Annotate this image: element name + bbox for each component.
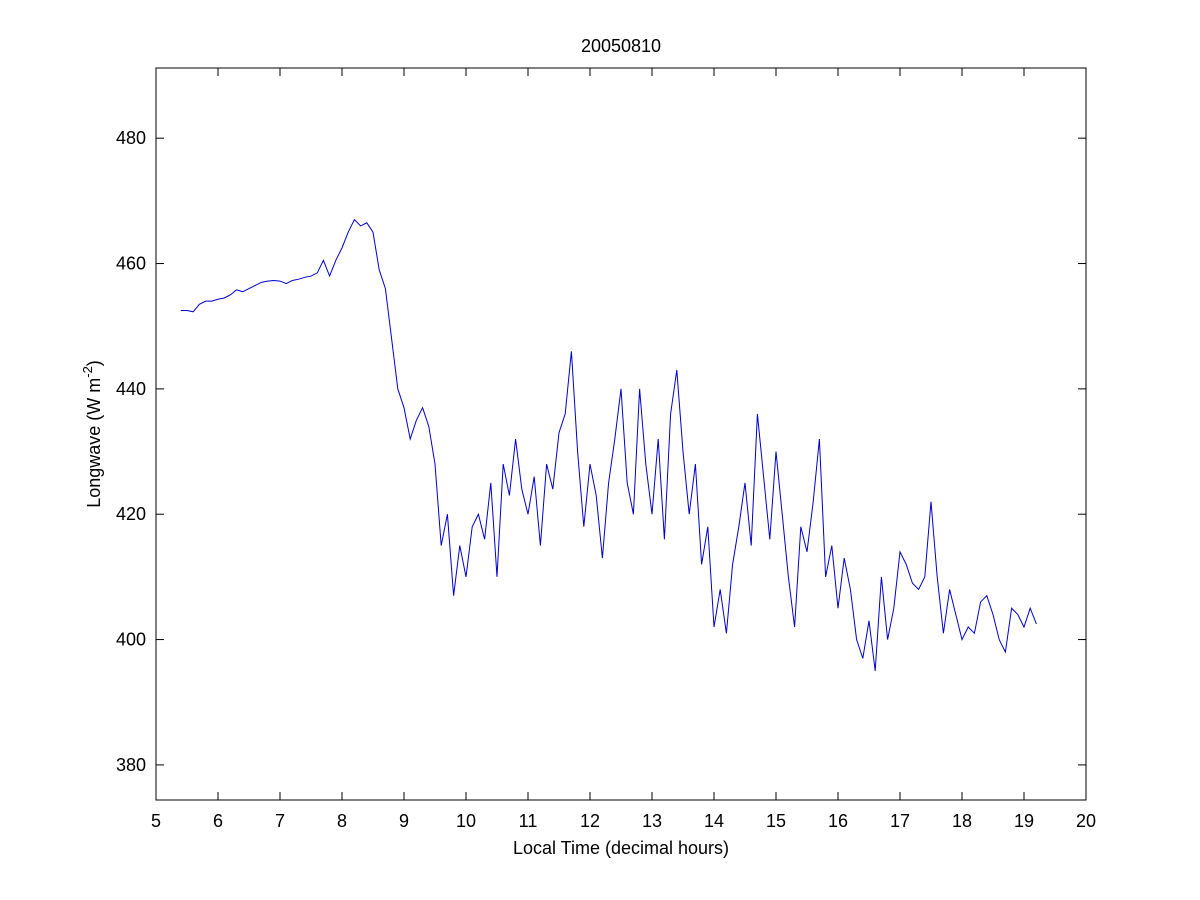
y-label-suffix: ) bbox=[84, 360, 104, 366]
x-tick-label: 10 bbox=[456, 811, 476, 831]
x-tick-label: 5 bbox=[151, 811, 161, 831]
x-tick-label: 17 bbox=[890, 811, 910, 831]
x-tick-label: 15 bbox=[766, 811, 786, 831]
x-tick-label: 6 bbox=[213, 811, 223, 831]
x-tick-label: 20 bbox=[1076, 811, 1096, 831]
y-label-text: Longwave (W m bbox=[84, 378, 104, 508]
x-tick-label: 8 bbox=[337, 811, 347, 831]
chart-title: 20050810 bbox=[581, 36, 661, 56]
y-tick-label: 440 bbox=[116, 379, 146, 399]
data-line bbox=[180, 218, 1037, 671]
x-tick-label: 11 bbox=[519, 811, 538, 831]
y-tick-label: 420 bbox=[116, 504, 146, 524]
y-tick-label: 460 bbox=[116, 254, 146, 274]
x-tick-label: 16 bbox=[828, 811, 848, 831]
x-tick-label: 7 bbox=[275, 811, 285, 831]
x-tick-label: 12 bbox=[580, 811, 600, 831]
plot-frame bbox=[155, 67, 1087, 801]
x-tick-label: 18 bbox=[952, 811, 972, 831]
y-tick-label: 400 bbox=[116, 630, 146, 650]
y-tick-label: 480 bbox=[116, 128, 146, 148]
y-axis-label: Longwave (W m-2) bbox=[80, 360, 104, 508]
x-tick-label: 14 bbox=[704, 811, 724, 831]
x-tick-label: 13 bbox=[642, 811, 662, 831]
y-tick-label: 380 bbox=[116, 755, 146, 775]
x-tick-label: 19 bbox=[1014, 811, 1034, 831]
x-axis-label: Local Time (decimal hours) bbox=[513, 838, 729, 858]
x-tick-label: 9 bbox=[399, 811, 409, 831]
y-label-superscript: -2 bbox=[80, 366, 95, 378]
